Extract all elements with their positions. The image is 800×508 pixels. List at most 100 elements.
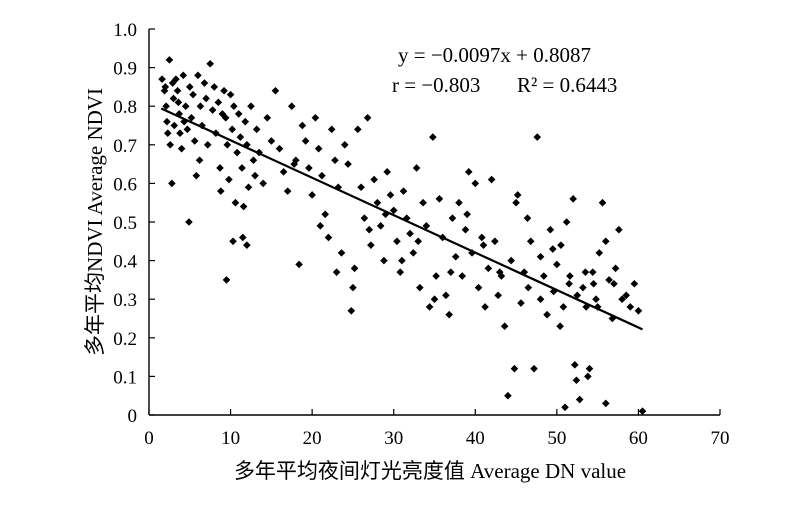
- data-point: [163, 117, 171, 126]
- y-axis-title: 多年平均NDVI Average NDVI: [83, 88, 107, 356]
- data-point: [367, 241, 375, 249]
- data-point: [189, 90, 197, 99]
- data-point: [238, 164, 246, 172]
- data-point: [170, 121, 179, 130]
- data-point: [540, 272, 548, 280]
- data-point: [445, 310, 453, 319]
- data-point: [166, 141, 175, 149]
- y-tick-label: 0.5: [113, 213, 137, 234]
- data-point: [595, 249, 604, 257]
- data-point: [546, 225, 555, 234]
- data-point: [236, 133, 245, 141]
- equation-label: y = −0.0097x + 0.8087: [398, 43, 591, 67]
- data-point: [226, 90, 235, 99]
- data-point: [598, 198, 607, 207]
- data-point: [263, 113, 272, 122]
- data-point: [524, 283, 533, 292]
- data-point: [416, 283, 424, 292]
- data-point: [194, 71, 202, 80]
- data-point: [605, 276, 613, 284]
- x-tick-label: 30: [384, 428, 403, 449]
- data-point: [298, 121, 307, 130]
- data-point: [332, 268, 341, 276]
- data-point: [573, 291, 582, 300]
- data-point: [192, 171, 201, 180]
- data-point: [251, 171, 259, 180]
- data-point: [279, 168, 288, 176]
- data-point: [615, 225, 623, 234]
- data-point: [626, 303, 635, 311]
- data-point: [530, 364, 538, 373]
- data-point: [556, 322, 564, 331]
- data-point: [239, 233, 247, 242]
- data-point: [308, 191, 316, 199]
- data-point: [548, 245, 557, 253]
- data-point: [526, 237, 535, 246]
- data-point: [592, 295, 600, 303]
- data-point: [290, 160, 298, 168]
- data-point: [196, 102, 205, 110]
- data-point: [334, 183, 343, 192]
- data-point: [553, 260, 561, 269]
- x-tick-label: 60: [629, 428, 648, 449]
- data-point: [500, 322, 509, 331]
- data-point: [259, 179, 267, 188]
- data-point: [176, 129, 184, 138]
- data-point: [165, 56, 174, 64]
- data-point: [507, 256, 515, 265]
- data-point: [464, 168, 473, 176]
- data-point: [513, 191, 522, 199]
- x-tick-label: 0: [144, 428, 154, 449]
- data-point: [463, 210, 471, 219]
- data-point: [406, 229, 414, 238]
- data-point: [230, 102, 238, 110]
- y-tick-label: 0.6: [113, 174, 137, 195]
- data-point: [169, 94, 178, 103]
- data-point: [448, 214, 457, 222]
- x-tick-label: 20: [303, 428, 322, 449]
- data-point: [432, 272, 440, 280]
- data-point: [195, 156, 204, 165]
- data-point: [267, 137, 276, 145]
- data-point: [316, 222, 325, 230]
- data-point: [187, 113, 196, 122]
- data-point: [200, 79, 209, 87]
- data-point: [225, 175, 233, 184]
- data-point: [283, 187, 292, 195]
- data-point: [402, 214, 411, 222]
- x-tick-label: 40: [466, 428, 485, 449]
- data-point: [247, 102, 255, 110]
- y-tick-label: 0.7: [113, 136, 137, 157]
- data-point: [602, 399, 610, 408]
- data-point: [160, 86, 169, 95]
- data-point: [210, 83, 219, 91]
- data-point: [630, 279, 639, 288]
- data-point: [318, 171, 326, 180]
- x-tick-label: 10: [221, 428, 240, 449]
- data-point: [370, 175, 378, 184]
- data-point: [233, 148, 241, 157]
- data-point: [484, 264, 493, 273]
- data-point: [203, 141, 212, 149]
- data-point: [589, 279, 598, 288]
- y-tick-label: 0.4: [113, 252, 137, 273]
- data-point: [244, 183, 253, 192]
- data-point: [622, 291, 630, 300]
- data-point: [380, 256, 388, 265]
- data-point: [495, 268, 504, 276]
- y-tick-label: 0.1: [113, 367, 137, 388]
- data-point: [430, 295, 439, 303]
- data-point: [562, 218, 571, 226]
- data-point: [216, 164, 224, 172]
- data-point: [610, 279, 618, 288]
- data-point: [216, 187, 225, 195]
- data-point: [202, 94, 210, 103]
- data-point: [183, 125, 192, 134]
- data-point: [271, 86, 280, 95]
- data-point: [393, 237, 401, 246]
- data-point: [569, 195, 577, 203]
- data-point: [162, 102, 170, 110]
- data-point: [565, 279, 573, 288]
- data-point: [301, 137, 310, 145]
